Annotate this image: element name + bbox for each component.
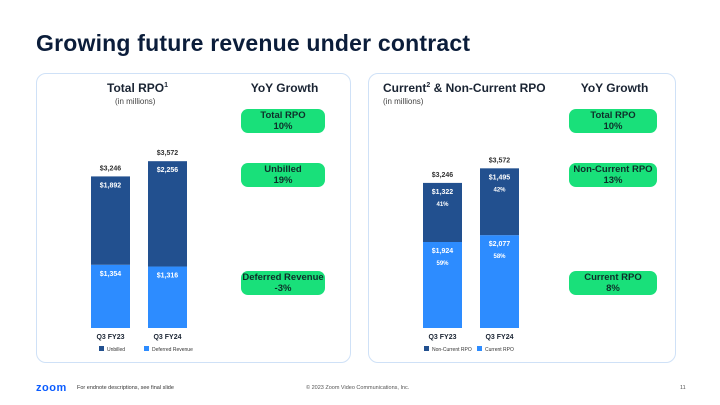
current-rpo-legend-label-non-current-rpo: Non-Current RPO <box>432 347 472 353</box>
copyright-text: © 2023 Zoom Video Communications, Inc. <box>306 385 410 391</box>
current-noncurrent-rpo-panel: Current2 & Non-Current RPO (in millions)… <box>368 73 676 363</box>
total-rpo-label-deferred-revenue-1: $1,316 <box>157 273 179 280</box>
total-rpo-legend-label-deferred-revenue: Deferred Revenue <box>152 347 193 353</box>
current-rpo-label-non-current-rpo-0: $1,322 <box>432 189 454 196</box>
total-rpo-label-unbilled-1: $2,256 <box>157 167 179 174</box>
total-rpo-category-label-1: Q3 FY24 <box>153 334 181 341</box>
current-rpo-label-current-rpo-1: $2,077 <box>489 241 511 248</box>
yoy-unbilled-badge: Unbilled 19% <box>241 163 325 187</box>
current-rpo-bar-current-rpo-0 <box>423 241 462 328</box>
current-rpo-percent-non-current-rpo-0: 41% <box>436 202 449 208</box>
total-rpo-bar-unbilled-0 <box>91 176 130 265</box>
current-rpo-legend-label-current-rpo: Current RPO <box>485 347 514 353</box>
yoy-noncurrent-rpo-badge: Non-Current RPO 13% <box>569 163 657 187</box>
current-rpo-legend-swatch-current-rpo <box>477 346 482 351</box>
current-noncurrent-rpo-subtitle: (in millions) <box>383 97 424 106</box>
total-rpo-legend-swatch-unbilled <box>99 346 104 351</box>
total-rpo-total-label-1: $3,572 <box>157 150 179 157</box>
page-title: Growing future revenue under contract <box>36 30 471 56</box>
current-rpo-bar-non-current-rpo-0 <box>423 182 462 242</box>
total-rpo-label-deferred-revenue-0: $1,354 <box>100 271 122 278</box>
current-rpo-percent-non-current-rpo-1: 42% <box>493 187 506 193</box>
total-rpo-category-label-0: Q3 FY23 <box>96 334 124 341</box>
current-rpo-total-label-1: $3,572 <box>489 157 511 164</box>
yoy-current-rpo-badge: Current RPO 8% <box>569 271 657 295</box>
current-rpo-total-label-0: $3,246 <box>432 172 454 179</box>
current-rpo-legend-swatch-non-current-rpo <box>424 346 429 351</box>
current-rpo-percent-current-rpo-1: 58% <box>493 254 506 260</box>
yoy-deferred-revenue-badge: Deferred Revenue -3% <box>241 271 325 295</box>
yoy-growth-heading: YoY Growth <box>250 81 319 95</box>
total-rpo-title: Total RPO1 <box>107 81 169 95</box>
current-rpo-label-current-rpo-0: $1,924 <box>432 248 454 255</box>
total-rpo-label-unbilled-0: $1,892 <box>100 182 122 189</box>
total-rpo-legend-label-unbilled: Unbilled <box>107 347 125 353</box>
total-rpo-legend-swatch-deferred-revenue <box>144 346 149 351</box>
current-rpo-bar-non-current-rpo-1 <box>480 168 519 236</box>
zoom-logo: zoom <box>36 382 67 394</box>
total-rpo-panel: Total RPO1 (in millions) YoY Growth Tota… <box>36 73 351 363</box>
yoy-total-rpo-badge: Total RPO 10% <box>241 109 325 133</box>
current-rpo-label-non-current-rpo-1: $1,495 <box>489 174 511 181</box>
page-number: 11 <box>680 385 686 391</box>
total-rpo-bar-deferred-revenue-1 <box>148 266 187 328</box>
current-rpo-bar-current-rpo-1 <box>480 235 519 328</box>
total-rpo-total-label-0: $3,246 <box>100 165 122 172</box>
current-noncurrent-rpo-title: Current2 & Non-Current RPO <box>383 81 546 95</box>
yoy-total-rpo-badge-right: Total RPO 10% <box>569 109 657 133</box>
total-rpo-bar-deferred-revenue-0 <box>91 264 130 328</box>
endnote-text: For endnote descriptions, see final slid… <box>77 385 174 391</box>
current-rpo-percent-current-rpo-0: 59% <box>436 261 449 267</box>
total-rpo-bar-unbilled-1 <box>148 161 187 267</box>
current-rpo-category-label-0: Q3 FY23 <box>428 334 456 341</box>
total-rpo-chart: $1,354 $1,892 $3,246 Q3 FY23 $1,316 $2,256 $3,… <box>91 150 193 353</box>
total-rpo-subtitle: (in millions) <box>115 97 156 106</box>
yoy-growth-heading-right: YoY Growth <box>580 81 649 95</box>
current-noncurrent-rpo-chart: $1,924 59% $1,322 41% $3,246 Q3 FY23 $2,077 58%… <box>423 157 519 353</box>
current-rpo-category-label-1: Q3 FY24 <box>485 334 513 341</box>
